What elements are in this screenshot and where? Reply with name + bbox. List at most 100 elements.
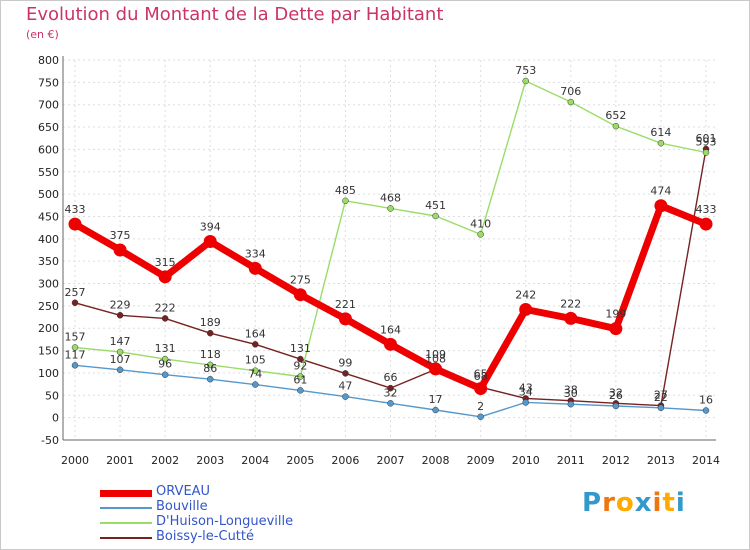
x-tick-label: 2006 bbox=[331, 454, 359, 467]
data-point bbox=[113, 243, 127, 257]
data-label: 86 bbox=[203, 362, 217, 375]
logo-letter: i bbox=[652, 488, 663, 518]
data-label: 16 bbox=[699, 393, 713, 406]
data-point bbox=[702, 149, 710, 156]
y-tick-label: 0 bbox=[52, 412, 59, 425]
data-point bbox=[206, 361, 214, 369]
data-point bbox=[161, 315, 169, 322]
data-label: 92 bbox=[293, 360, 307, 373]
data-label: 105 bbox=[245, 354, 266, 367]
data-point bbox=[522, 399, 529, 406]
data-label: 275 bbox=[290, 274, 311, 287]
data-label: 27 bbox=[654, 389, 668, 402]
series-bouville bbox=[71, 362, 710, 421]
data-point bbox=[338, 312, 352, 326]
y-tick-label: 50 bbox=[45, 389, 59, 402]
data-point bbox=[522, 77, 529, 85]
data-label: 131 bbox=[290, 342, 311, 355]
data-label: 221 bbox=[335, 298, 356, 311]
y-tick-label: 500 bbox=[38, 188, 59, 201]
data-point bbox=[702, 407, 710, 414]
logo-letter: i bbox=[675, 488, 686, 518]
data-point bbox=[564, 311, 578, 325]
data-label: 61 bbox=[293, 373, 307, 386]
data-point bbox=[657, 139, 665, 147]
y-tick-label: 800 bbox=[38, 54, 59, 67]
data-point bbox=[206, 375, 214, 383]
logo-letter: x bbox=[634, 488, 653, 518]
data-point bbox=[252, 341, 259, 348]
series-orveau bbox=[68, 199, 713, 396]
y-tick-label: 150 bbox=[38, 345, 59, 358]
data-label: 17 bbox=[429, 393, 443, 406]
data-label: 47 bbox=[338, 380, 352, 393]
data-point bbox=[477, 413, 484, 421]
x-tick-label: 2002 bbox=[151, 454, 179, 467]
y-tick-label: 450 bbox=[38, 210, 59, 223]
data-point bbox=[116, 348, 124, 356]
unit-label: (en €) bbox=[26, 28, 59, 41]
data-label: 375 bbox=[110, 229, 131, 242]
x-tick-label: 2007 bbox=[377, 454, 405, 467]
legend-swatch bbox=[100, 537, 152, 539]
data-point bbox=[297, 373, 304, 380]
legend-label: Bouville bbox=[156, 499, 208, 514]
data-point bbox=[252, 367, 259, 374]
data-label: 474 bbox=[650, 185, 671, 198]
data-point bbox=[387, 384, 394, 392]
logo-letter: o bbox=[615, 488, 635, 518]
logo-letter: t bbox=[662, 488, 676, 518]
y-tick-label: 200 bbox=[38, 322, 59, 335]
series-d-huison-longueville bbox=[71, 77, 710, 380]
x-tick-label: 2004 bbox=[241, 454, 269, 467]
data-label: 410 bbox=[470, 217, 491, 230]
data-label: 117 bbox=[65, 348, 86, 361]
data-label: 34 bbox=[519, 385, 533, 398]
data-point bbox=[429, 362, 443, 376]
data-label: 593 bbox=[696, 136, 717, 149]
y-tick-label: 550 bbox=[38, 166, 59, 179]
y-tick-labels: -50 0 50 100 150 200 250 300 350 400 450 500 550 600 6… bbox=[38, 54, 59, 447]
data-label: 38 bbox=[564, 384, 578, 397]
y-tick-label: 750 bbox=[38, 76, 59, 89]
data-label: 26 bbox=[609, 389, 623, 402]
y-tick-label: 100 bbox=[38, 367, 59, 380]
axes bbox=[62, 56, 716, 441]
data-label: 147 bbox=[110, 335, 131, 348]
data-label: 614 bbox=[650, 126, 671, 139]
data-point bbox=[519, 302, 533, 316]
data-label: 222 bbox=[155, 301, 176, 314]
data-label: 229 bbox=[110, 298, 131, 311]
data-point bbox=[609, 322, 623, 336]
data-point bbox=[342, 393, 349, 400]
series-group bbox=[68, 77, 713, 421]
data-label: 131 bbox=[155, 342, 176, 355]
data-label: 43 bbox=[519, 381, 533, 394]
data-point bbox=[477, 231, 484, 238]
y-tick-label: 400 bbox=[38, 233, 59, 246]
data-label: 30 bbox=[564, 387, 578, 400]
legend-label: D'Huison-Longueville bbox=[156, 514, 294, 529]
data-label: 706 bbox=[560, 85, 581, 98]
data-point bbox=[342, 197, 349, 205]
data-label: 32 bbox=[384, 386, 398, 399]
data-label: 601 bbox=[696, 132, 717, 145]
data-label: 315 bbox=[155, 256, 176, 269]
data-point bbox=[248, 261, 262, 275]
data-label: 99 bbox=[338, 356, 352, 369]
data-label: 485 bbox=[335, 184, 356, 197]
data-point bbox=[206, 329, 214, 337]
data-point bbox=[161, 371, 169, 378]
data-label: 451 bbox=[425, 199, 446, 212]
x-tick-label: 2005 bbox=[286, 454, 314, 467]
y-tick-label: 650 bbox=[38, 121, 59, 134]
data-point bbox=[657, 404, 665, 412]
legend-label: Boissy-le-Cutté bbox=[156, 529, 254, 544]
data-label: 334 bbox=[245, 247, 266, 260]
data-point bbox=[297, 355, 304, 363]
data-point bbox=[71, 299, 79, 307]
data-point bbox=[116, 366, 124, 374]
data-point bbox=[293, 288, 307, 302]
